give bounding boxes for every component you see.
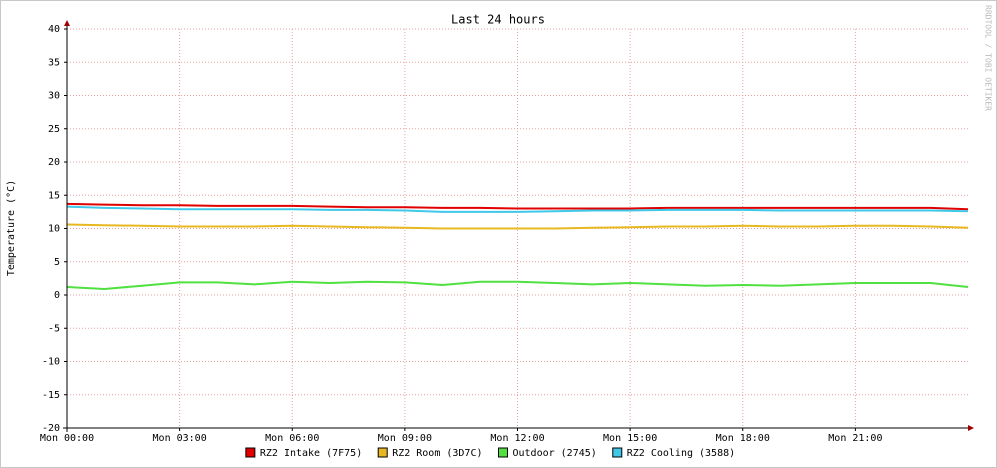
y-tick-label: 35	[48, 57, 60, 68]
legend-swatch	[612, 447, 623, 458]
x-tick-label: Mon 00:00	[40, 433, 94, 444]
chart-title: Last 24 hours	[451, 13, 545, 27]
series-line	[66, 280, 969, 291]
y-tick-label: -15	[42, 390, 60, 401]
legend-label: RZ2 Cooling (3588)	[627, 448, 735, 459]
y-tick-label: 0	[54, 290, 60, 301]
legend: RZ2 Intake (7F75) RZ2 Room (3D7C) Outdoor …	[245, 447, 735, 459]
x-tick-label: Mon 09:00	[378, 433, 432, 444]
x-axis-arrow	[968, 425, 974, 431]
y-tick-label: -5	[48, 323, 60, 334]
x-tick-label: Mon 18:00	[716, 433, 770, 444]
plot	[66, 202, 969, 291]
x-tick-label: Mon 12:00	[490, 433, 544, 444]
y-axis-arrow	[64, 20, 70, 26]
legend-swatch	[377, 447, 388, 458]
y-tick-label: 15	[48, 190, 60, 201]
y-tick-label: 25	[48, 124, 60, 135]
y-tick-label: -10	[42, 357, 60, 368]
y-tick-label: 20	[48, 157, 60, 168]
watermark: RRDTOOL / TOBI OETIKER	[984, 5, 993, 111]
y-tick-label: 5	[54, 257, 60, 268]
y-tick-label: 40	[48, 24, 60, 35]
x-tick-label: Mon 15:00	[603, 433, 657, 444]
series-line	[66, 202, 969, 211]
series-line	[66, 205, 969, 213]
legend-swatch	[498, 447, 508, 458]
y-axis-label: Temperature (°C)	[6, 180, 17, 276]
legend-label: RZ2 Room (3D7C)	[392, 448, 482, 459]
series-line	[66, 223, 969, 230]
x-tick-label: Mon 06:00	[265, 433, 319, 444]
y-tick-label: 30	[48, 91, 60, 102]
y-tick-label: 10	[48, 224, 60, 235]
legend-swatch	[245, 447, 256, 458]
legend-label: Outdoor (2745)	[513, 448, 597, 459]
legend-label: RZ2 Intake (7F75)	[260, 448, 362, 459]
y-tick-label: -20	[42, 423, 60, 434]
x-tick-label: Mon 03:00	[153, 433, 207, 444]
x-tick-label: Mon 21:00	[828, 433, 882, 444]
